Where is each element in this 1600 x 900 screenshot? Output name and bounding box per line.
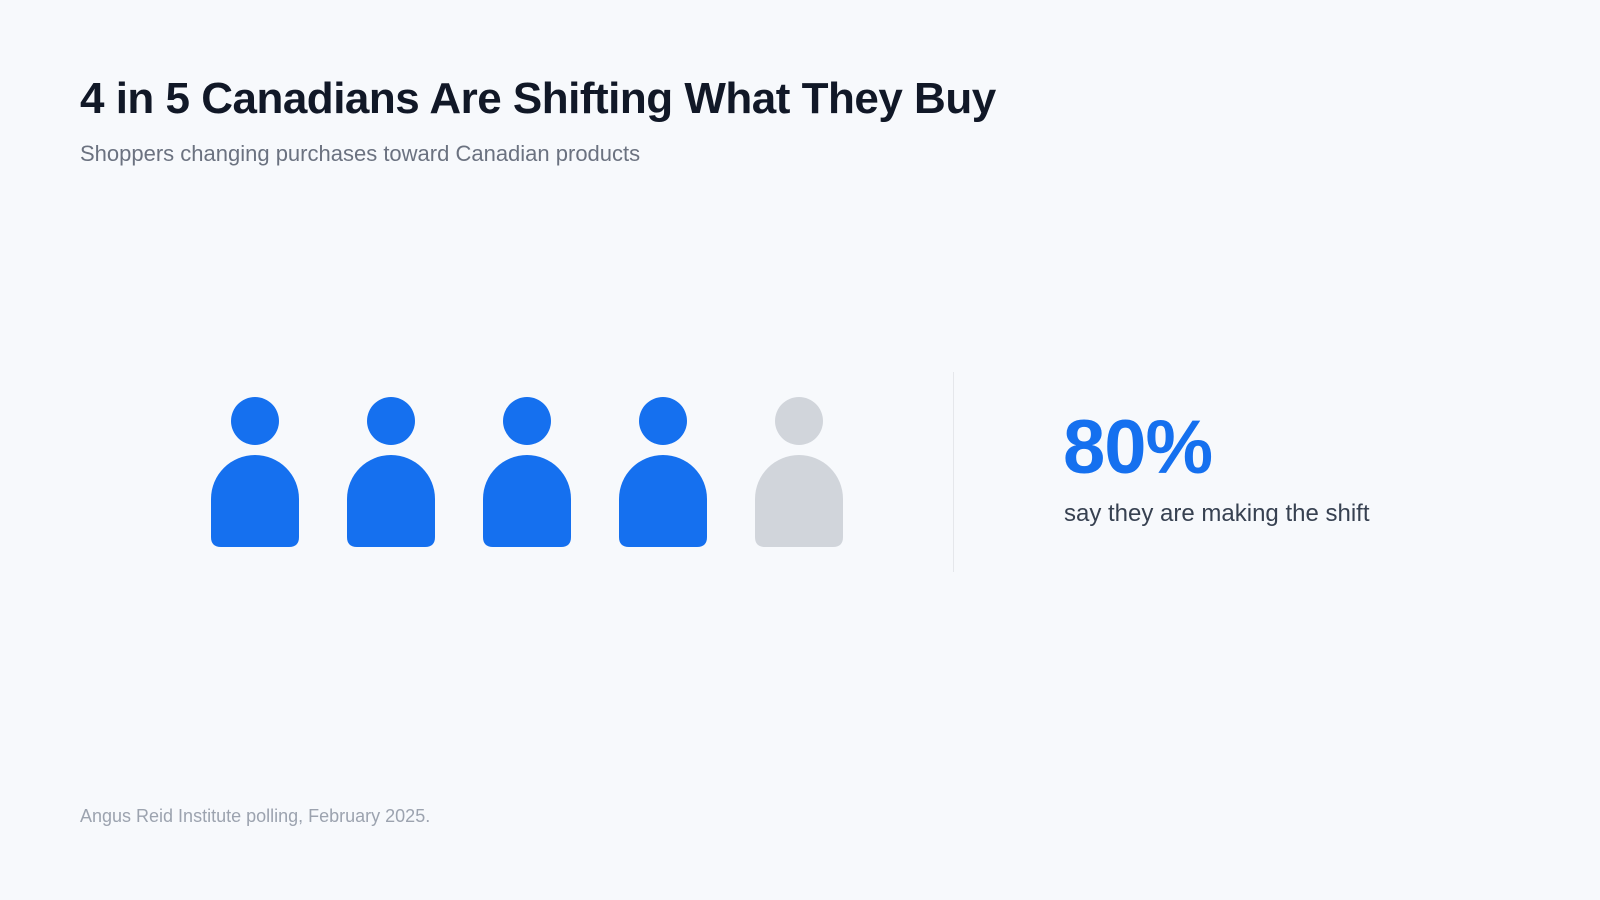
person-icon-filled	[211, 397, 299, 547]
stat-label: say they are making the shift	[1064, 500, 1370, 527]
person-body	[483, 455, 571, 547]
chart-subtitle: Shoppers changing purchases toward Canad…	[80, 141, 641, 166]
person-body	[347, 455, 435, 547]
chart-title: 4 in 5 Canadians Are Shifting What They …	[80, 74, 996, 123]
person-body	[755, 455, 843, 547]
person-icon-filled	[619, 397, 707, 547]
person-body	[211, 455, 299, 547]
person-icon-filled	[483, 397, 571, 547]
person-icon-filled	[347, 397, 435, 547]
person-icon-empty	[755, 397, 843, 547]
person-head	[775, 397, 823, 445]
divider	[953, 372, 954, 572]
person-head	[639, 397, 687, 445]
person-head	[367, 397, 415, 445]
stat-value: 80%	[1063, 405, 1213, 490]
person-head	[231, 397, 279, 445]
person-body	[619, 455, 707, 547]
person-head	[503, 397, 551, 445]
source-note: Angus Reid Institute polling, February 2…	[80, 806, 431, 826]
